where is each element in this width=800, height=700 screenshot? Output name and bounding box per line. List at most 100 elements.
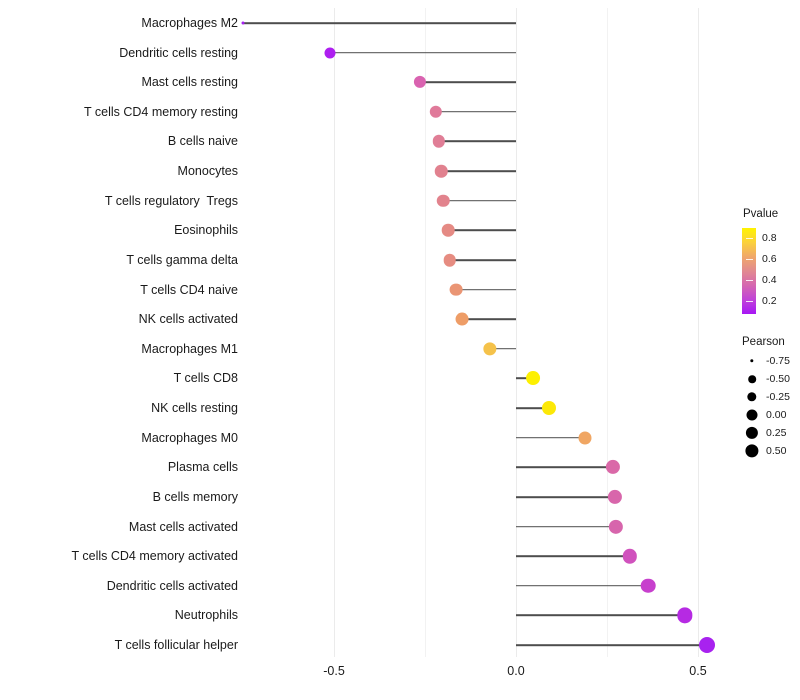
y-axis-label: B cells memory [152,489,238,504]
lollipop-stem [447,229,516,232]
data-point[interactable] [436,194,450,207]
plot-panel [241,8,717,657]
data-point[interactable] [526,371,541,386]
lollipop-stem [516,644,708,646]
y-axis-label: NK cells resting [151,401,238,416]
y-axis-label: T cells follicular helper [114,638,238,653]
pearson-legend-label: 0.50 [766,445,787,457]
pearson-legend-dot [747,392,757,402]
x-axis-tick-label: -0.5 [323,664,345,678]
y-axis-label: B cells naive [167,134,238,149]
data-point[interactable] [413,76,426,89]
y-axis-label: T cells CD4 naive [140,282,238,297]
data-point[interactable] [429,105,443,119]
colorbar-tick [746,238,753,240]
y-axis-label: Monocytes [177,164,238,179]
pearson-legend: Pearson -0.75 -0.50 -0.25 0.00 0.25 0.50 [742,336,800,460]
pearson-legend-title: Pearson [742,336,785,348]
data-point[interactable] [449,283,463,296]
data-point[interactable] [324,47,336,59]
data-point[interactable] [622,548,638,564]
lollipop-stem [516,525,617,528]
data-point[interactable] [699,637,716,654]
pearson-legend-label: -0.50 [766,373,790,385]
lollipop-stem [443,199,516,202]
lollipop-stem [516,466,614,469]
lollipop-stem [455,288,516,291]
y-axis-label: Mast cells activated [128,519,238,534]
lollipop-stem [438,140,516,143]
y-axis-label: Dendritic cells activated [106,578,238,593]
pearson-legend-label: -0.75 [766,355,790,367]
pearson-legend-item: 0.00 [742,406,800,424]
data-point[interactable] [606,460,621,475]
y-axis-label: Neutrophils [174,608,238,623]
y-axis-label: Macrophages M2 [141,16,238,30]
lollipop-stem [516,496,615,498]
colorbar-tick-label: 0.8 [762,232,777,245]
gridline-0.25 [607,8,608,657]
lollipop-stem [516,407,550,409]
data-point[interactable] [677,607,693,624]
colorbar-tick [746,301,753,303]
pearson-legend-label: 0.25 [766,427,787,439]
y-axis-label: Macrophages M0 [141,430,238,445]
y-axis-label: T cells CD4 memory activated [71,549,239,564]
pearson-legend-item: 0.25 [742,424,800,442]
lollipop-stem [462,318,516,320]
pearson-legend-item: -0.25 [742,388,800,406]
data-point[interactable] [434,164,448,178]
y-axis-label: T cells CD8 [173,371,238,386]
data-point[interactable] [455,312,469,326]
y-axis-label: Eosinophils [174,223,238,238]
data-point[interactable] [432,135,446,148]
pvalue-legend-title: Pvalue [743,208,779,220]
y-axis-label: T cells regulatory Tregs [104,193,238,208]
data-point[interactable] [441,224,455,237]
y-axis-label: Plasma cells [167,460,238,475]
data-point[interactable] [608,519,624,534]
pvalue-legend: Pvalue [742,208,800,225]
pearson-legend-dot [750,359,754,363]
pearson-legend-item: -0.75 [742,352,800,370]
lollipop-stem [490,348,516,350]
data-point[interactable] [483,342,497,356]
gridline-0.5 [698,8,699,657]
gridline--0.5 [334,8,335,657]
pearson-legend-label: 0.00 [766,409,787,421]
pearson-legend-dot [745,426,759,440]
y-axis-labels: Macrophages M2 Dendritic cells resting Mas… [0,0,239,700]
x-axis-tick-label: 0.0 [507,664,525,678]
colorbar-tick-label: 0.6 [762,253,777,266]
lollipop-stem [516,584,649,587]
y-axis-label: Dendritic cells resting [119,45,238,60]
pearson-legend-label: -0.25 [766,391,790,403]
colorbar-tick-label: 0.4 [762,274,777,287]
y-axis-label: T cells CD4 memory resting [84,104,238,119]
pearson-legend-dot [745,444,759,458]
data-point[interactable] [578,431,592,445]
lollipop-stem [516,436,586,439]
y-axis-label: T cells gamma delta [126,252,238,267]
lollipop-stem [435,111,516,113]
pearson-legend-dot [748,375,756,383]
colorbar-tick [746,280,753,282]
pvalue-colorbar [742,228,756,314]
lollipop-stem [441,170,516,172]
data-point[interactable] [241,21,245,25]
data-point[interactable] [542,401,557,416]
lollipop-stem [330,51,516,54]
y-axis-label: NK cells activated [138,312,238,327]
lollipop-stem [419,81,516,84]
pearson-legend-dot [746,409,758,421]
data-point[interactable] [640,578,656,594]
data-point[interactable] [443,253,457,267]
lollipop-stem [516,614,685,617]
y-axis-label: Macrophages M1 [141,341,238,356]
lollipop-stem [449,259,516,261]
colorbar-tick [746,259,753,261]
x-axis-tick-label: 0.5 [689,664,707,678]
y-axis-label: Mast cells resting [141,75,238,90]
data-point[interactable] [607,489,623,504]
